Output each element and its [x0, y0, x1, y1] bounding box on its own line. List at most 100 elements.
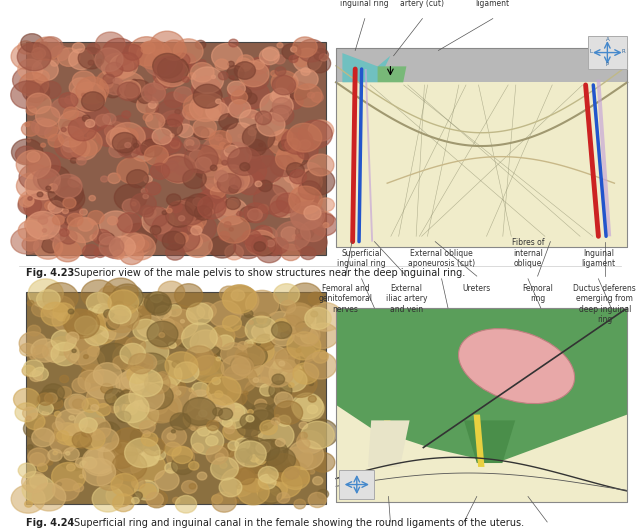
Circle shape	[68, 217, 99, 243]
Circle shape	[253, 408, 268, 420]
Circle shape	[108, 290, 139, 315]
Circle shape	[170, 202, 182, 212]
Circle shape	[258, 204, 268, 213]
Circle shape	[141, 189, 148, 194]
Circle shape	[50, 431, 77, 453]
Circle shape	[239, 207, 259, 222]
Circle shape	[114, 447, 146, 473]
Circle shape	[142, 208, 174, 234]
Circle shape	[195, 40, 205, 49]
Circle shape	[253, 378, 259, 382]
Circle shape	[175, 495, 196, 513]
Circle shape	[79, 349, 104, 371]
Circle shape	[113, 442, 121, 449]
Circle shape	[228, 86, 243, 98]
Circle shape	[137, 40, 172, 70]
Circle shape	[236, 81, 269, 109]
Circle shape	[182, 104, 202, 120]
Circle shape	[197, 472, 207, 480]
Circle shape	[115, 184, 147, 211]
Circle shape	[166, 305, 195, 330]
Circle shape	[60, 229, 69, 236]
Circle shape	[308, 195, 319, 204]
Circle shape	[249, 57, 269, 74]
Circle shape	[120, 233, 145, 253]
Circle shape	[49, 184, 58, 191]
Circle shape	[113, 250, 124, 259]
Circle shape	[133, 143, 139, 148]
Polygon shape	[378, 66, 406, 82]
Circle shape	[100, 176, 108, 182]
Circle shape	[11, 81, 44, 109]
Circle shape	[98, 286, 124, 307]
Circle shape	[120, 344, 145, 364]
Circle shape	[142, 383, 173, 409]
Circle shape	[186, 140, 194, 147]
Circle shape	[259, 444, 280, 461]
Circle shape	[278, 140, 292, 151]
Circle shape	[302, 210, 306, 213]
Circle shape	[196, 152, 224, 176]
Circle shape	[18, 220, 43, 241]
Circle shape	[138, 48, 159, 65]
Circle shape	[286, 304, 315, 327]
Circle shape	[154, 450, 166, 460]
Circle shape	[131, 498, 140, 504]
Circle shape	[52, 422, 63, 431]
Circle shape	[108, 173, 120, 184]
Circle shape	[275, 415, 280, 419]
Circle shape	[292, 323, 320, 346]
Circle shape	[154, 64, 166, 74]
Circle shape	[212, 44, 243, 69]
Circle shape	[63, 448, 79, 461]
Circle shape	[93, 304, 113, 320]
Circle shape	[140, 484, 156, 498]
Circle shape	[256, 441, 271, 453]
Circle shape	[85, 370, 120, 399]
Circle shape	[183, 169, 206, 189]
Circle shape	[51, 98, 76, 118]
Circle shape	[248, 366, 275, 387]
Circle shape	[201, 399, 227, 421]
Circle shape	[308, 323, 339, 348]
Bar	[336, 48, 627, 247]
Circle shape	[182, 481, 197, 493]
Circle shape	[219, 97, 243, 117]
Circle shape	[308, 396, 316, 402]
Circle shape	[191, 76, 221, 100]
Circle shape	[180, 320, 184, 323]
Circle shape	[41, 143, 45, 147]
Circle shape	[269, 368, 279, 376]
Circle shape	[216, 198, 248, 225]
Circle shape	[145, 373, 170, 394]
Circle shape	[29, 152, 60, 178]
Circle shape	[205, 435, 218, 446]
Circle shape	[298, 453, 316, 468]
Circle shape	[84, 448, 115, 474]
Circle shape	[97, 469, 123, 490]
Circle shape	[231, 290, 244, 301]
Circle shape	[113, 55, 128, 68]
Circle shape	[100, 78, 113, 89]
Circle shape	[72, 378, 90, 393]
Circle shape	[234, 235, 262, 259]
Circle shape	[216, 357, 221, 361]
Circle shape	[83, 244, 99, 258]
Circle shape	[53, 303, 74, 321]
Circle shape	[215, 170, 228, 182]
Circle shape	[189, 461, 199, 470]
Circle shape	[27, 151, 40, 162]
Text: Superficial ring and inguinal canal in the female showing the round ligaments of: Superficial ring and inguinal canal in t…	[74, 518, 524, 528]
Circle shape	[172, 430, 175, 433]
Circle shape	[210, 326, 235, 346]
Circle shape	[245, 455, 268, 473]
Circle shape	[121, 61, 131, 69]
Circle shape	[223, 285, 257, 313]
Circle shape	[23, 196, 34, 205]
Circle shape	[134, 353, 169, 382]
Circle shape	[282, 132, 303, 151]
Circle shape	[236, 415, 252, 428]
Circle shape	[280, 315, 303, 334]
Circle shape	[224, 143, 236, 153]
Circle shape	[47, 348, 58, 357]
